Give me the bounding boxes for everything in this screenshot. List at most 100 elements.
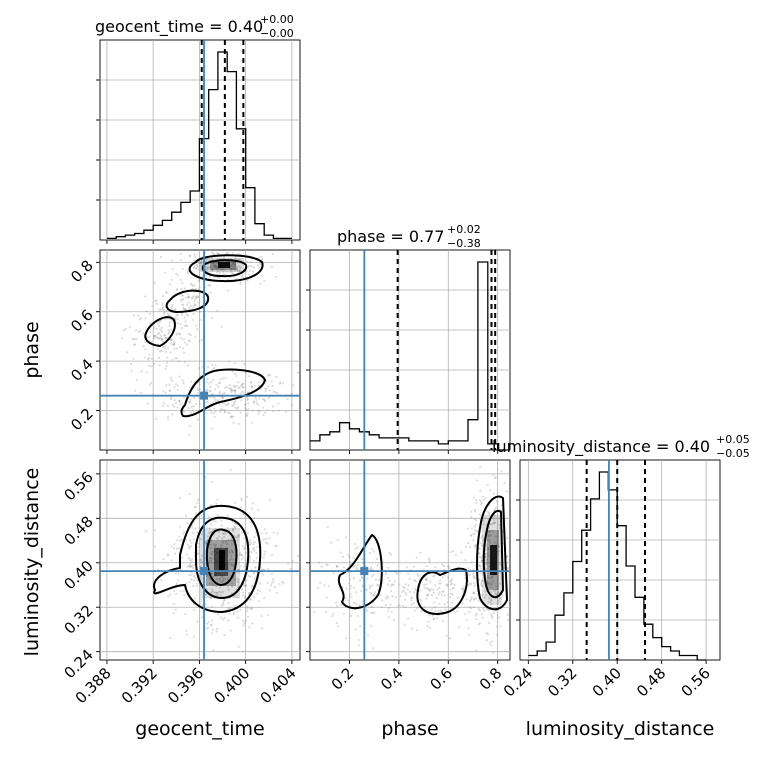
sample-point xyxy=(192,396,195,400)
sample-point xyxy=(168,324,171,327)
sample-point xyxy=(352,556,355,560)
sample-point xyxy=(234,526,237,529)
sample-point xyxy=(417,574,420,578)
sample-point xyxy=(256,592,259,595)
sample-point xyxy=(251,547,255,551)
sample-point xyxy=(186,565,189,568)
sample-point xyxy=(169,397,172,400)
sample-point xyxy=(404,583,407,586)
sample-point xyxy=(253,385,256,388)
sample-point xyxy=(161,340,164,343)
sample-point xyxy=(208,532,211,535)
sample-point xyxy=(195,585,198,588)
tick-label-luminosity-distance: 0.40 xyxy=(60,557,96,593)
sample-point xyxy=(233,385,236,388)
sample-point xyxy=(425,579,428,582)
sample-point xyxy=(166,554,170,557)
sample-point xyxy=(390,553,393,556)
sample-point xyxy=(169,593,172,596)
sample-point xyxy=(228,550,231,553)
sample-point xyxy=(484,548,487,551)
sample-point xyxy=(480,581,483,584)
sample-point xyxy=(188,433,191,436)
sample-point xyxy=(215,591,218,595)
sample-point xyxy=(187,339,190,342)
sample-point xyxy=(478,513,482,516)
sample-point xyxy=(175,592,178,595)
sample-point xyxy=(234,389,237,393)
sample-point xyxy=(209,547,212,550)
sample-point xyxy=(235,374,238,377)
sample-point xyxy=(209,531,212,534)
sample-point xyxy=(407,572,410,576)
sample-point xyxy=(278,382,281,385)
sample-point xyxy=(227,538,230,542)
sample-point xyxy=(253,596,256,599)
sample-point xyxy=(210,523,213,526)
sample-point xyxy=(479,466,482,469)
sample-point xyxy=(335,566,338,569)
sample-point xyxy=(354,628,357,631)
sample-point xyxy=(134,329,138,332)
sample-point xyxy=(474,544,477,547)
sample-point xyxy=(499,625,502,628)
sample-point xyxy=(220,540,223,543)
sample-point xyxy=(234,268,237,271)
sample-point xyxy=(160,579,163,582)
sample-point xyxy=(211,269,214,272)
sample-point xyxy=(196,502,199,505)
sample-point xyxy=(212,648,215,652)
sample-point xyxy=(258,381,261,384)
sample-point xyxy=(488,526,491,529)
tick-label-luminosity-distance: 0.48 xyxy=(633,664,669,700)
sample-point xyxy=(381,599,384,602)
sample-point xyxy=(371,647,374,650)
sample-point xyxy=(185,514,188,517)
sample-point xyxy=(264,400,267,403)
sample-point xyxy=(209,390,212,393)
sample-point xyxy=(174,308,177,311)
sample-point xyxy=(224,377,227,380)
sample-point xyxy=(479,489,482,492)
sample-point xyxy=(225,539,228,542)
sample-point xyxy=(452,586,455,590)
sample-point xyxy=(242,619,245,623)
sample-point xyxy=(216,613,220,616)
sample-point xyxy=(232,529,235,532)
sample-point xyxy=(154,529,157,532)
sample-point xyxy=(345,637,348,640)
sample-point xyxy=(197,301,200,304)
sample-point xyxy=(398,583,401,586)
sample-point xyxy=(480,502,483,505)
sample-point xyxy=(481,616,484,619)
sample-point xyxy=(139,329,142,332)
sample-point xyxy=(498,523,501,527)
sample-point xyxy=(418,589,422,592)
sample-point xyxy=(198,381,201,384)
sample-point xyxy=(275,375,278,379)
sample-point xyxy=(195,263,199,266)
sample-point xyxy=(479,556,483,559)
sample-point xyxy=(223,535,226,539)
sample-point xyxy=(201,554,204,557)
sample-point xyxy=(257,264,260,267)
sample-point xyxy=(224,541,227,544)
sample-point xyxy=(481,584,484,588)
sample-point xyxy=(183,361,186,364)
sample-point xyxy=(495,593,498,596)
sample-point xyxy=(214,266,217,269)
sample-point xyxy=(147,364,150,367)
sample-point xyxy=(215,584,218,588)
sample-point xyxy=(286,398,289,401)
sample-point xyxy=(220,604,224,607)
sample-point xyxy=(215,265,218,268)
sample-point xyxy=(473,529,477,532)
sample-point xyxy=(192,410,195,413)
sample-point xyxy=(145,371,148,374)
sample-point xyxy=(244,546,247,549)
sample-point xyxy=(255,556,258,560)
sample-point xyxy=(179,278,182,281)
sample-point xyxy=(326,526,329,529)
sample-point xyxy=(472,592,475,595)
sample-point xyxy=(357,638,360,642)
